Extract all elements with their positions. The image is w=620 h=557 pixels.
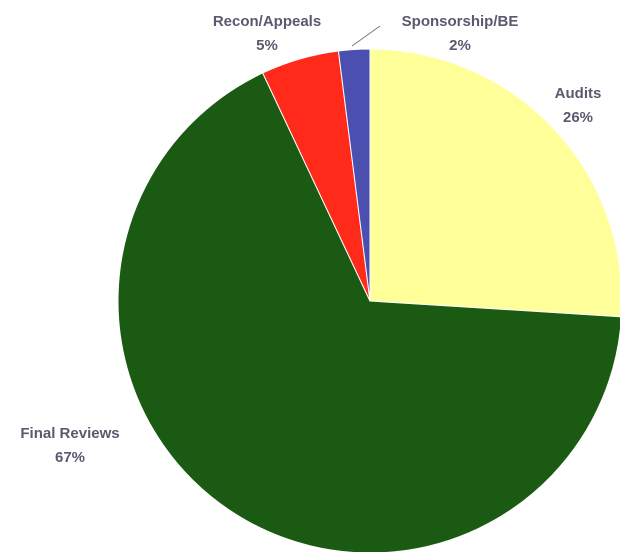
pie-label-final-reviews: Final Reviews 67% xyxy=(20,425,119,466)
leader-line-sponsorship-be xyxy=(351,25,381,47)
pie-slices xyxy=(117,48,620,554)
pie-label-value-recon-appeals: 5% xyxy=(256,37,278,54)
pie-label-value-sponsorship-be: 2% xyxy=(449,37,471,54)
pie-label-sponsorship-be: Sponsorship/BE 2% xyxy=(402,13,519,54)
leader-lines xyxy=(351,25,381,47)
pie-label-name-audits: Audits xyxy=(555,85,602,102)
pie-slice-sponsorship-be xyxy=(337,48,371,302)
pie-label-audits: Audits 26% xyxy=(555,85,602,126)
pie-slice-final-reviews xyxy=(117,72,620,554)
pie-label-recon-appeals: Recon/Appeals 5% xyxy=(213,13,321,54)
pie-label-value-audits: 26% xyxy=(563,109,593,126)
pie-label-name-recon-appeals: Recon/Appeals xyxy=(213,13,321,30)
pie-labels: Audits 26% Final Reviews 67% Recon/Appeals 5%… xyxy=(20,13,601,466)
pie-slice-audits xyxy=(369,48,620,318)
pie-label-name-sponsorship-be: Sponsorship/BE xyxy=(402,13,519,30)
pie-label-name-final-reviews: Final Reviews xyxy=(20,425,119,442)
pie-label-value-final-reviews: 67% xyxy=(55,449,85,466)
